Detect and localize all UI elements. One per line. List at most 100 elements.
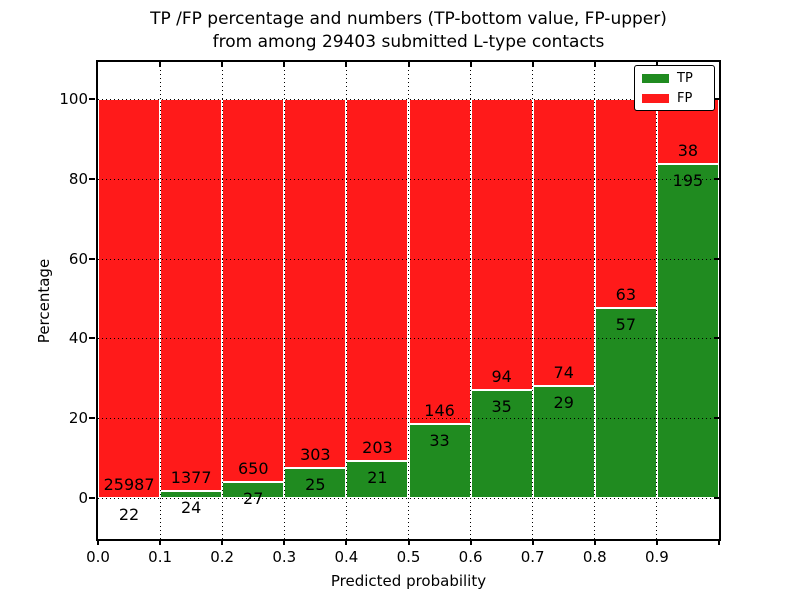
x-tick-top: [469, 62, 472, 67]
chart-title-line2: from among 29403 submitted L-type contac…: [212, 32, 605, 52]
x-tick-label: 0.2: [210, 548, 235, 566]
x-tick-top: [283, 62, 286, 67]
x-tick-bottom: [97, 541, 99, 545]
x-gridline: [345, 62, 347, 539]
tp-count-label: 195: [672, 171, 704, 191]
x-gridline: [283, 62, 285, 539]
x-tick-top: [407, 62, 410, 67]
fp-count-label: 303: [300, 444, 331, 464]
x-gridline: [408, 62, 409, 539]
x-tick-label: 0.5: [396, 548, 421, 566]
bar-segment-fp: [222, 99, 285, 483]
bar-segment-tp: [594, 308, 657, 498]
y-gridline: [98, 258, 719, 260]
y-tick-right: [714, 337, 719, 340]
legend-swatch-tp: [642, 74, 669, 83]
bar-segment-tp: [284, 467, 347, 498]
fp-count-label: 63: [615, 285, 637, 305]
y-tick-left: [89, 257, 95, 260]
bar-segment-fp: [594, 99, 657, 309]
y-gridline: [98, 498, 719, 499]
y-tick-left: [89, 177, 95, 180]
y-tick-left: [89, 497, 95, 499]
x-axis-label: Predicted probability: [330, 572, 487, 590]
fp-count-label: 203: [362, 437, 393, 457]
x-tick-bottom: [469, 541, 472, 545]
x-tick-bottom: [159, 541, 162, 545]
x-tick-label: 0.1: [148, 548, 173, 566]
fp-count-label: 74: [553, 362, 574, 382]
x-tick-bottom: [593, 541, 596, 545]
x-tick-label: 0.3: [272, 548, 297, 566]
y-gridline: [98, 178, 719, 180]
x-gridline: [221, 62, 223, 539]
x-tick-label: 0.7: [520, 548, 545, 566]
bar-segment-fp: [284, 99, 347, 468]
x-tick-label: 0.8: [582, 548, 607, 566]
bar-segment-tp: [408, 424, 471, 498]
y-tick-right: [714, 417, 719, 420]
chart-title: TP /FP percentage and numbers (TP-bottom…: [98, 8, 719, 54]
x-tick-bottom: [283, 541, 286, 545]
y-tick-label: 60: [68, 249, 88, 268]
x-gridline: [532, 62, 534, 539]
plot-area: Percentage Predicted probability TP FP 2…: [35, 60, 721, 590]
y-tick-left: [89, 417, 95, 420]
bar-segment-tp: [470, 389, 533, 498]
y-gridline: [98, 99, 719, 100]
legend-entry-fp: FP: [642, 92, 708, 105]
bar-segment-tp: [346, 460, 409, 498]
bar-segment-fp: [532, 99, 595, 386]
x-tick-label: 0.0: [86, 548, 110, 566]
y-tick-right: [714, 497, 719, 499]
tp-count-label: 29: [553, 392, 574, 412]
bar-segment-fp: [160, 99, 223, 492]
tp-count-label: 57: [615, 315, 637, 335]
tp-count-label: 33: [429, 431, 450, 451]
y-gridline: [98, 418, 719, 420]
y-tick-right: [714, 257, 719, 260]
fp-count-label: 146: [424, 401, 455, 421]
y-tick-label: 80: [68, 169, 88, 188]
bar-segment-tp: [222, 482, 285, 498]
x-tick-top: [531, 62, 534, 67]
x-tick-label: 0.9: [644, 548, 669, 566]
tp-count-label: 22: [118, 504, 140, 524]
fp-count-label: 1377: [170, 468, 212, 488]
chart-title-line1: TP /FP percentage and numbers (TP-bottom…: [150, 9, 667, 29]
x-gridline: [656, 62, 658, 539]
y-gridline: [98, 338, 719, 340]
x-tick-top: [221, 62, 224, 67]
y-tick-label: 0: [78, 489, 88, 507]
x-gridline: [159, 62, 161, 539]
legend-entry-tp: TP: [642, 72, 708, 85]
y-tick-label: 40: [68, 329, 88, 348]
legend-swatch-fp: [642, 94, 669, 103]
y-tick-right: [714, 177, 719, 180]
x-gridline: [470, 62, 472, 539]
y-axis-label: Percentage: [35, 258, 54, 343]
fp-count-label: 650: [237, 459, 269, 479]
bar-segment-fp: [408, 99, 471, 425]
x-tick-top: [345, 62, 348, 67]
x-tick-bottom: [718, 541, 720, 545]
bar-segment-tp: [160, 491, 223, 498]
x-tick-label: 0.4: [334, 548, 359, 566]
x-tick-label: 0.6: [458, 548, 483, 566]
bar-segment-tp: [656, 164, 719, 498]
x-tick-bottom: [221, 541, 224, 545]
tp-count-label: 21: [367, 467, 388, 487]
y-tick-right: [714, 98, 719, 100]
fp-count-label: 25987: [103, 474, 155, 494]
tp-count-label: 24: [180, 498, 202, 518]
fp-count-label: 38: [677, 141, 699, 161]
legend: TP FP: [634, 65, 715, 111]
bar-segment-fp: [98, 99, 161, 498]
bar-segment-tp: [532, 385, 595, 498]
y-tick-left: [89, 337, 95, 340]
x-tick-bottom: [655, 541, 658, 545]
x-gridline: [594, 62, 596, 539]
tp-count-label: 25: [305, 474, 326, 494]
legend-label-tp: TP: [677, 71, 693, 86]
x-tick-bottom: [531, 541, 534, 545]
